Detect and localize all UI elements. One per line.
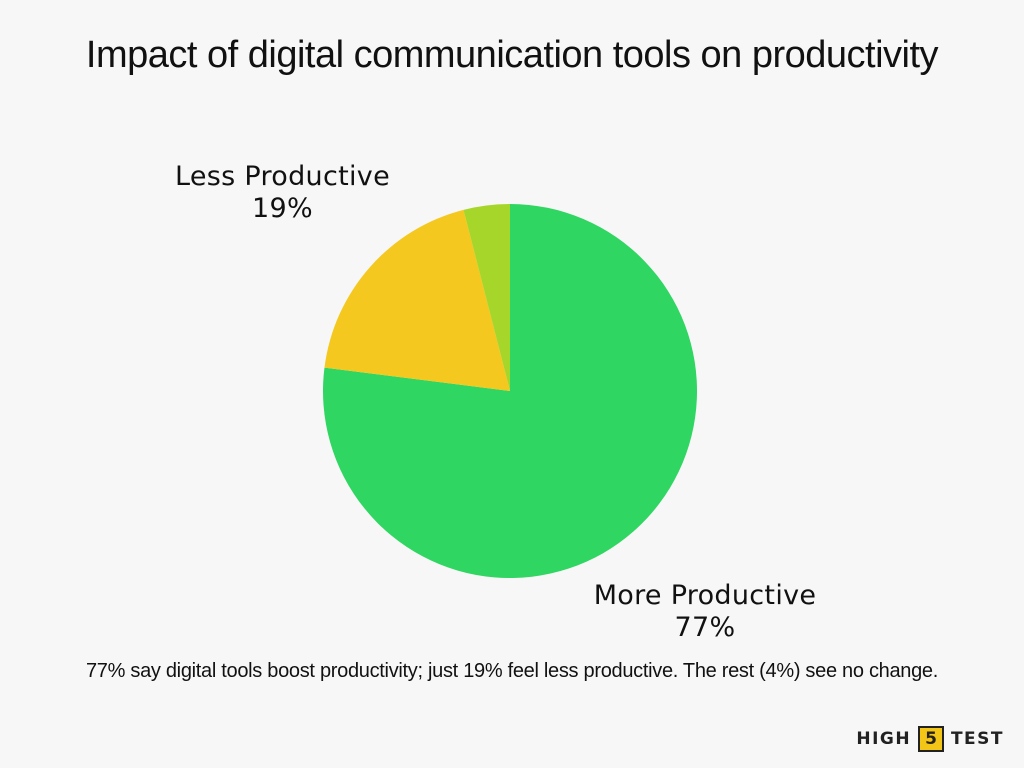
pie-slice-less-productive: [324, 209, 510, 391]
chart-title: Impact of digital communication tools on…: [85, 34, 939, 76]
slice-name-less-productive: Less Productive: [174, 161, 390, 192]
logo-text-high: HIGH: [856, 729, 912, 749]
slice-value-less-productive: 19%: [252, 193, 313, 224]
pie-slice-no-change: [463, 204, 510, 391]
chart-caption: 77% say digital tools boost productivity…: [85, 660, 939, 682]
logo-box-number: 5: [918, 726, 944, 752]
slice-label-more-productive: More Productive 77%: [560, 580, 850, 644]
pie-slice-more-productive: [323, 204, 698, 578]
slice-value-more-productive: 77%: [674, 612, 736, 643]
brand-logo: HIGH 5 TEST: [856, 726, 1004, 752]
slice-label-less-productive: Less Productive 19%: [150, 161, 415, 225]
logo-text-test: TEST: [950, 729, 1004, 749]
slice-name-more-productive: More Productive: [593, 580, 817, 611]
